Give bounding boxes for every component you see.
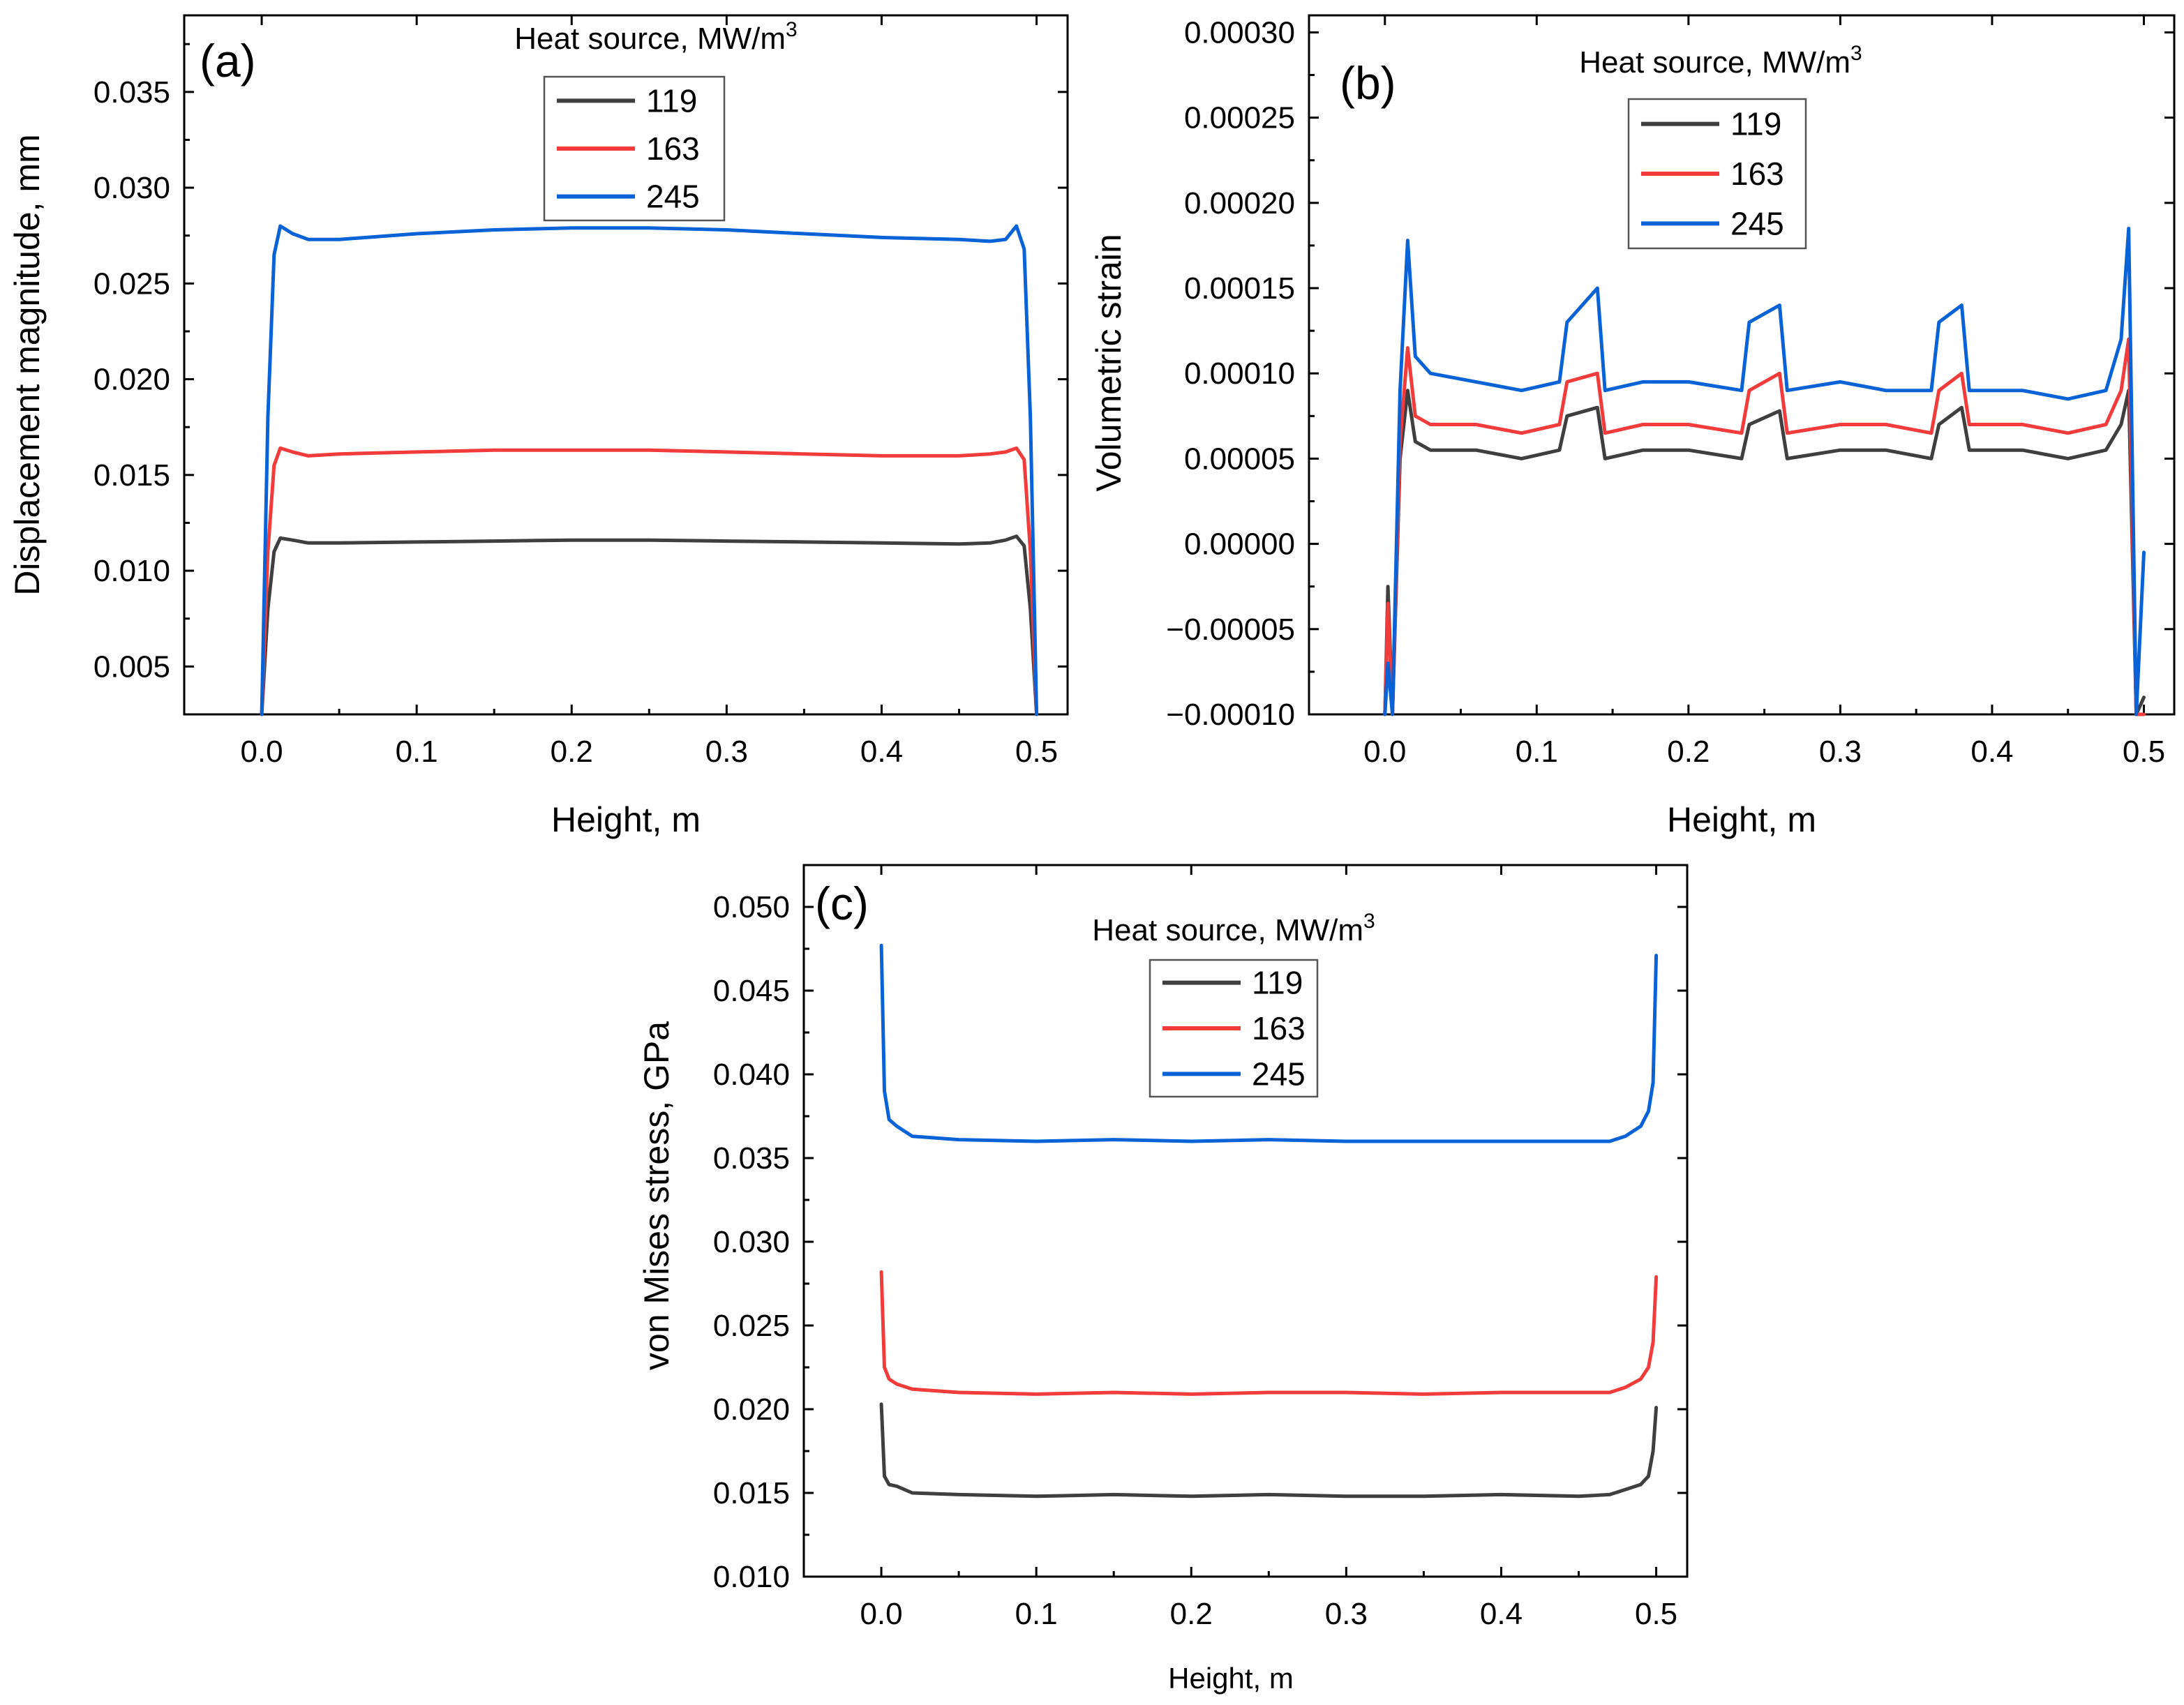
y-tick-label: 0.010 (94, 554, 170, 588)
y-tick-label: 0.025 (713, 1309, 790, 1343)
x-tick-label: 0.4 (1480, 1597, 1523, 1631)
y-tick-label: 0.025 (94, 266, 170, 301)
panel-a-x-title: Height, m (551, 800, 701, 839)
x-tick-label: 0.5 (2123, 735, 2165, 769)
panel-a-y-ticks: 0.005 0.010 0.015 0.020 0.025 0.030 0.035 (94, 43, 1068, 716)
legend-title-text: Heat source, MW/m (1092, 913, 1363, 947)
panel-c-y-ticks: 0.010 0.015 0.020 0.025 0.030 0.035 0.040 0.045… (713, 864, 1687, 1594)
x-tick-label: 0.5 (1635, 1597, 1677, 1631)
legend-label-163: 163 (646, 130, 700, 167)
legend-title: Heat source, MW/m3 (514, 18, 797, 56)
panel-c-label: (c) (815, 878, 869, 929)
legend-title: Heat source, MW/m3 (1579, 42, 1862, 80)
legend-title-text: Heat source, MW/m (514, 22, 786, 56)
y-tick-label: 0.00000 (1184, 527, 1295, 562)
series-line-119 (1383, 389, 2146, 716)
panel-c-series (879, 943, 1659, 1499)
panel-b-y-ticks: −0.00010 −0.00005 0.00000 0.00005 0.00010 0.0… (1166, 15, 2174, 732)
series-line-245 (260, 224, 1039, 716)
x-tick-label: 0.3 (705, 735, 748, 769)
panel-b-y-title: Volumetric strain (1089, 234, 1128, 492)
legend-label-245: 245 (1252, 1056, 1306, 1092)
legend-title-sup: 3 (1850, 42, 1862, 65)
y-tick-label: 0.040 (713, 1058, 790, 1092)
y-tick-label: 0.00030 (1184, 15, 1295, 50)
y-tick-label: 0.020 (713, 1392, 790, 1427)
series-line-163 (1383, 337, 2146, 716)
panel-a-legend: Heat source, MW/m3 119 163 245 (514, 18, 798, 222)
y-tick-label: 0.050 (713, 890, 790, 924)
series-line-163 (260, 446, 1039, 716)
legend-label-119: 119 (1252, 965, 1303, 1001)
y-tick-label: 0.00020 (1184, 186, 1295, 220)
legend-label-245: 245 (1730, 205, 1784, 241)
y-tick-label: 0.00005 (1184, 442, 1295, 476)
y-tick-label: 0.020 (94, 363, 170, 397)
y-tick-label: 0.005 (94, 649, 170, 684)
panel-c-x-title: Height, m (1168, 1662, 1294, 1695)
x-tick-label: 0.5 (1015, 735, 1058, 769)
x-tick-label: 0.0 (240, 735, 283, 769)
y-tick-label: 0.00025 (1184, 101, 1295, 135)
panel-a-label: (a) (200, 35, 256, 87)
panel-a: 0.0 0.1 0.2 0.3 0.4 0.5 0.0050.0100.0150.0200… (8, 14, 1069, 839)
x-tick-label: 0.1 (1516, 735, 1558, 769)
panel-b-x-title: Height, m (1667, 800, 1816, 839)
x-tick-label: 0.2 (1667, 735, 1710, 769)
y-tick-label: 0.035 (713, 1141, 790, 1176)
series-line-119 (879, 1402, 1659, 1499)
panel-c: 0.0 0.1 0.2 0.3 0.4 0.5 0.0100.0150.0200.0250… (637, 864, 1689, 1695)
y-tick-label: 0.015 (713, 1476, 790, 1510)
y-tick-label: −0.00010 (1166, 698, 1295, 732)
legend-title-sup: 3 (786, 18, 798, 41)
panel-c-x-ticks: 0.0 0.1 0.2 0.3 0.4 0.5 (802, 865, 1677, 1631)
x-tick-label: 0.3 (1325, 1597, 1368, 1631)
series-line-245 (1383, 227, 2146, 716)
x-tick-label: 0.0 (860, 1597, 902, 1631)
panel-c-frame (802, 864, 1689, 1578)
legend-label-245: 245 (646, 179, 700, 215)
legend-label-163: 163 (1730, 156, 1784, 192)
panel-b: 0.0 0.1 0.2 0.3 0.4 0.5 −0.00010 −0.00005 0.000… (1089, 14, 2176, 839)
legend-title: Heat source, MW/m3 (1092, 910, 1375, 947)
legend-label-119: 119 (1730, 106, 1781, 142)
x-tick-label: 0.2 (1170, 1597, 1213, 1631)
x-tick-label: 0.4 (860, 735, 903, 769)
y-tick-label: −0.00005 (1166, 613, 1295, 647)
x-tick-label: 0.0 (1363, 735, 1406, 769)
panel-c-y-title: von Mises stress, GPa (637, 1021, 676, 1370)
series-line-119 (260, 534, 1039, 716)
series-line-245 (879, 943, 1659, 1143)
x-tick-label: 0.1 (1015, 1597, 1058, 1631)
y-tick-label: 0.030 (94, 171, 170, 205)
panel-c-legend: Heat source, MW/m3 119 163 245 (1092, 910, 1375, 1098)
panel-b-label: (b) (1340, 57, 1396, 109)
panel-a-x-ticks: 0.0 0.1 0.2 0.3 0.4 0.5 (183, 15, 1058, 769)
legend-label-119: 119 (646, 82, 697, 119)
panel-a-y-title: Displacement magnitude, mm (8, 134, 47, 595)
x-tick-label: 0.2 (551, 735, 593, 769)
legend-label-163: 163 (1252, 1010, 1306, 1046)
y-tick-label: 0.00015 (1184, 271, 1295, 306)
y-tick-label: 0.010 (713, 1560, 790, 1594)
y-tick-label: 0.00010 (1184, 356, 1295, 391)
legend-title-text: Heat source, MW/m (1579, 45, 1850, 80)
panel-b-frame (1308, 14, 2176, 716)
legend-title-sup: 3 (1363, 910, 1375, 933)
panel-a-frame (183, 14, 1069, 716)
panel-b-legend: Heat source, MW/m3 119 163 245 (1579, 42, 1862, 250)
panel-a-series (260, 224, 1039, 716)
y-tick-label: 0.045 (713, 974, 790, 1008)
x-tick-label: 0.4 (1970, 735, 2013, 769)
y-tick-label: 0.015 (94, 458, 170, 493)
panel-b-series (1383, 227, 2146, 716)
x-tick-label: 0.3 (1819, 735, 1862, 769)
x-tick-label: 0.1 (396, 735, 438, 769)
y-tick-label: 0.030 (713, 1225, 790, 1259)
series-line-163 (879, 1270, 1659, 1396)
y-tick-label: 0.035 (94, 75, 170, 110)
